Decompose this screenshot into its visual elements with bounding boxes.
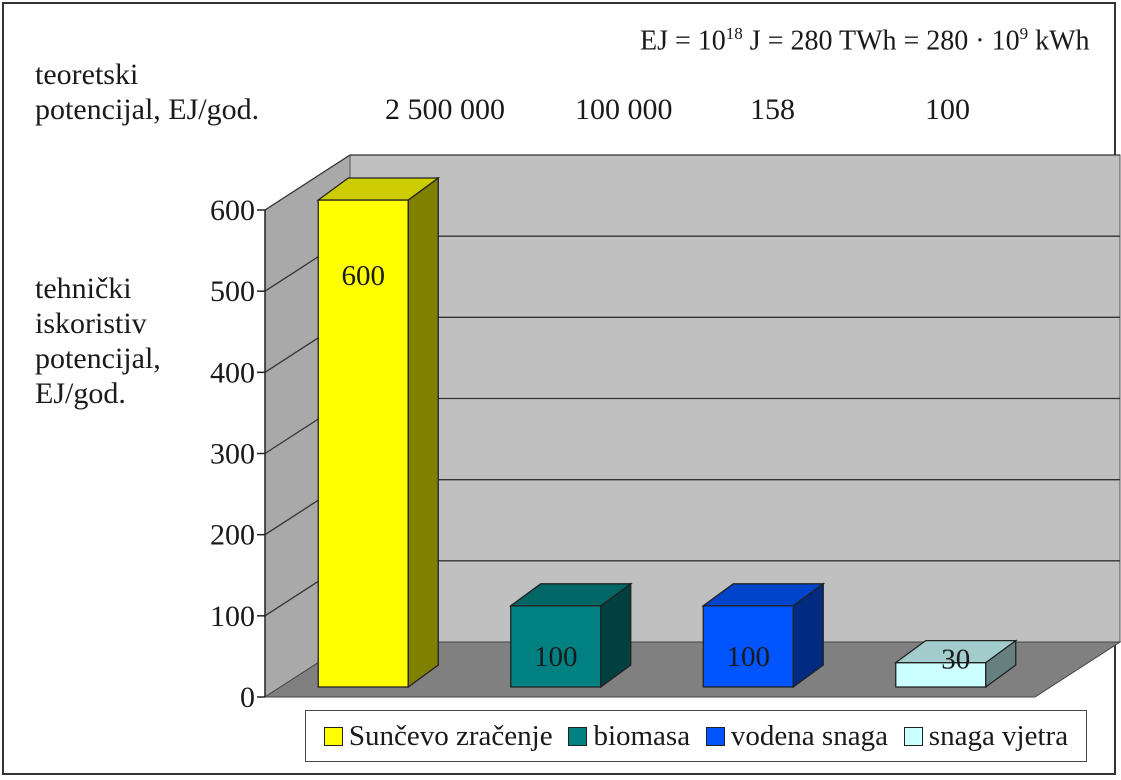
y-tick-label: 500 [210, 275, 255, 308]
bar [702, 605, 794, 688]
theoretical-label-line2: potencijal, EJ/god. [35, 93, 260, 126]
legend-label: Sunčevo zračenje [348, 719, 553, 752]
legend-item: vodena snaga [705, 719, 888, 753]
technical-label-line: potencijal, [35, 342, 161, 375]
legend: Sunčevo zračenje biomasa vodena snaga sn… [305, 710, 1087, 762]
legend-label: vodena snaga [730, 719, 888, 752]
legend-item: biomasa [568, 720, 690, 753]
y-tick-label: 0 [240, 681, 255, 714]
theoretical-value: 2 500 000 [385, 93, 505, 126]
legend-swatch [903, 726, 923, 746]
data-label: 600 [342, 260, 386, 292]
y-tick-label: 100 [210, 600, 255, 633]
legend-label: snaga vjetra [928, 719, 1069, 752]
bar [317, 199, 409, 688]
y-tick-label: 300 [210, 438, 255, 471]
legend-item: Sunčevo zračenje [323, 719, 553, 753]
gridline [264, 154, 351, 211]
bar-top [701, 583, 826, 607]
y-tick-label: 600 [210, 194, 255, 227]
y-tick-label: 200 [210, 519, 255, 552]
technical-label-line: EJ/god. [35, 377, 126, 410]
bar [510, 605, 602, 688]
legend-label: biomasa [593, 719, 691, 752]
theoretical-value: 100 000 [575, 93, 673, 126]
data-label: 100 [727, 641, 771, 673]
theoretical-label-line1: teoretski [35, 58, 139, 91]
legend-item: snaga vjetra [903, 719, 1069, 753]
technical-label-line: iskoristiv [35, 307, 147, 340]
theoretical-value: 100 [925, 93, 970, 126]
data-label: 100 [534, 641, 578, 673]
data-label: 30 [941, 644, 970, 676]
legend-swatch [568, 726, 588, 746]
bar-side [407, 176, 439, 689]
legend-swatch [323, 726, 343, 746]
bar-top [893, 640, 1018, 664]
units-note: EJ = 1018 J = 280 TWh = 280 · 109 kWh [640, 24, 1090, 57]
technical-label-line: tehnički [35, 272, 132, 305]
bar-top [508, 583, 633, 607]
legend-swatch [705, 726, 725, 746]
bar-top [316, 177, 441, 201]
y-tick-label: 400 [210, 356, 255, 389]
theoretical-value: 158 [750, 93, 795, 126]
